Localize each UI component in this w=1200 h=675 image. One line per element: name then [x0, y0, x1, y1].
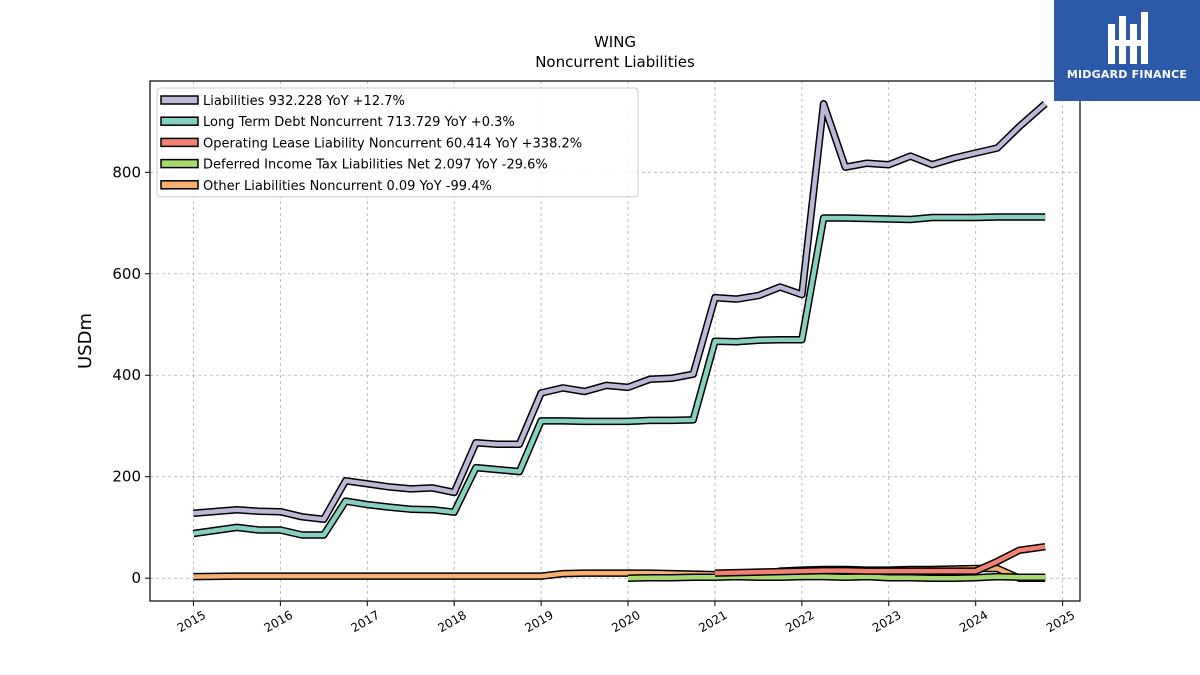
legend-swatch	[160, 180, 199, 190]
chart-title: WING	[594, 33, 636, 51]
x-tick-label: 2024	[957, 608, 990, 635]
y-tick-label: 800	[112, 163, 141, 181]
x-tick-label: 2023	[870, 608, 903, 635]
legend-entry: Liabilities 932.228 YoY +12.7%	[203, 94, 405, 109]
series-line	[627, 574, 1046, 581]
legend-box	[156, 87, 639, 198]
legend-entry: Deferred Income Tax Liabilities Net 2.09…	[203, 158, 548, 173]
series-line	[193, 101, 1047, 522]
y-axis-label: USDm	[75, 313, 96, 369]
legend-swatch	[160, 137, 199, 148]
series-line-outline	[192, 213, 1046, 539]
x-tick-label: 2017	[349, 608, 382, 635]
x-tick-label: 2021	[696, 608, 729, 635]
legend-entry: Other Liabilities Noncurrent 0.09 YoY -9…	[203, 179, 492, 194]
series-line	[714, 544, 1046, 576]
legend-swatch	[160, 158, 199, 169]
x-tick-label: 2025	[1044, 608, 1077, 635]
legend-swatch	[160, 95, 199, 105]
plot-frame	[149, 80, 1081, 602]
legend: Liabilities 932.228 YoY +12.7% Long Term …	[156, 87, 639, 198]
legend-entry: Operating Lease Liability Noncurrent 60.…	[203, 136, 582, 151]
legend-entry: Long Term Debt Noncurrent 713.729 YoY +0…	[203, 115, 515, 130]
legend-swatch	[160, 116, 199, 126]
x-tick-label: 2015	[175, 608, 208, 635]
x-tick-label: 2018	[435, 608, 468, 635]
series-line	[193, 214, 1046, 538]
x-tick-label: 2022	[783, 608, 816, 635]
y-tick-label: 200	[112, 468, 141, 486]
brand-name: MIDGARD FINANCE	[1066, 68, 1188, 81]
x-tick-label: 2016	[262, 608, 295, 635]
brand-logo: MIDGARD FINANCE	[1054, 0, 1200, 101]
y-tick-label: 400	[112, 366, 141, 384]
x-tick-label: 2020	[609, 608, 642, 635]
x-tick-label: 2019	[522, 608, 555, 635]
y-tick-label: 0	[131, 569, 141, 587]
brand-logo-icon	[1108, 12, 1148, 64]
chart-subtitle: Noncurrent Liabilities	[535, 53, 695, 71]
y-tick-label: 600	[112, 265, 141, 283]
